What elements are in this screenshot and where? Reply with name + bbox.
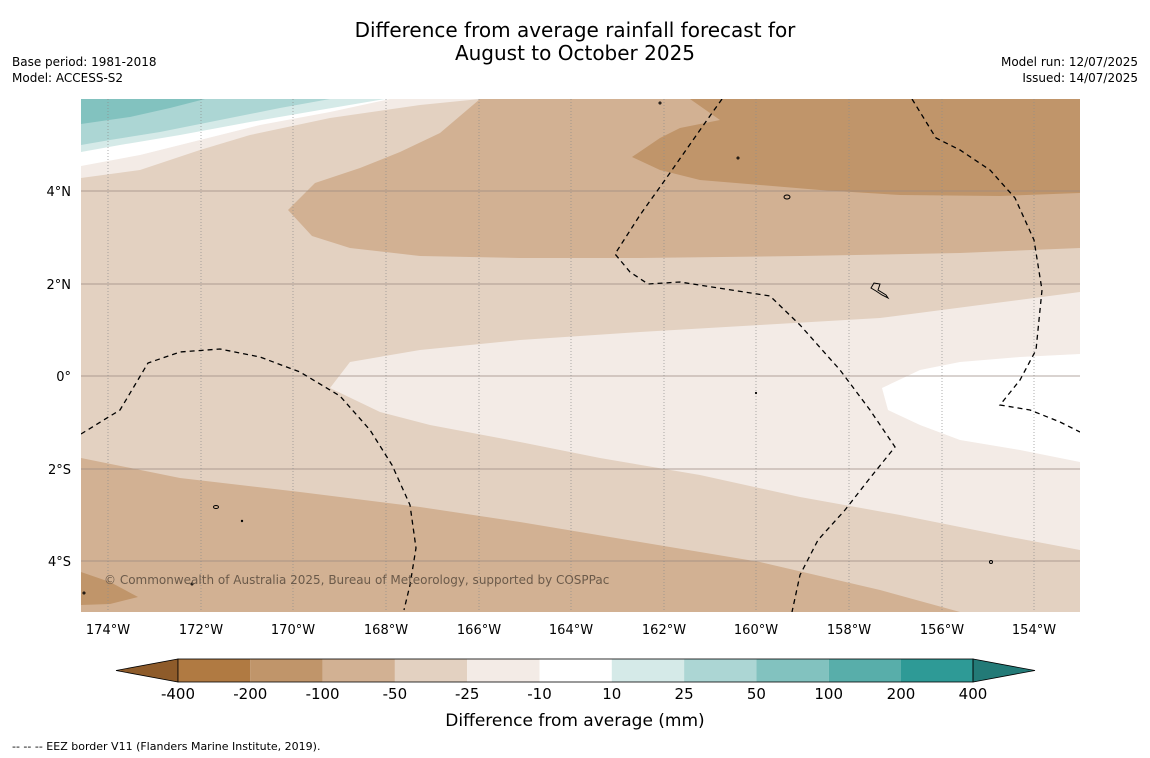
lat-label-2s: 2°S (48, 463, 71, 478)
colorbar-segment-0 (178, 659, 251, 682)
chart-title: Difference from average rainfall forecas… (0, 19, 1150, 65)
title-line-1: Difference from average rainfall forecas… (354, 18, 796, 42)
rainfall-fill-south-brown (81, 458, 960, 612)
colorbar-tick-7: 25 (675, 685, 694, 703)
lat-label-2n: 2°N (47, 278, 72, 293)
colorbar-tick-0: -400 (161, 685, 195, 703)
colorbar-tick-3: -50 (383, 685, 408, 703)
title-line-2: August to October 2025 (454, 41, 696, 65)
lon-label-172w: 172°W (179, 623, 223, 638)
rainfall-fill-southwest-dark (81, 572, 138, 605)
island-9 (82, 591, 86, 595)
eez-source-note: -- -- -- EEZ border V11 (Flanders Marine… (12, 740, 321, 753)
colorbar-segment-3 (394, 659, 468, 682)
colorbar-segment-8 (756, 659, 829, 682)
rainfall-fill-east-neutral (882, 354, 1080, 462)
colorbar-segment-6 (611, 659, 685, 682)
lon-label-156w: 156°W (920, 623, 964, 638)
islands (82, 101, 993, 595)
base-period-text: Base period: 1981-2018 (12, 55, 157, 69)
rainfall-fill-equatorial-light (330, 292, 1080, 550)
lon-label-166w: 166°W (457, 623, 501, 638)
colorbar-segment-9 (828, 659, 901, 682)
colorbar-tick-9: 100 (814, 685, 843, 703)
colorbar-tick-11: 400 (959, 685, 988, 703)
lat-label-0: 0° (56, 370, 71, 385)
island-4 (754, 391, 758, 395)
colorbar-tick-10: 200 (887, 685, 916, 703)
eez-borders (81, 99, 1080, 612)
colorbar-segment-10 (901, 659, 973, 682)
meta-right: Model run: 12/07/2025 Issued: 14/07/2025 (1001, 54, 1138, 86)
lon-label-160w: 160°W (734, 623, 778, 638)
lat-label-4n: 4°N (47, 185, 72, 200)
colorbar-under-arrow (115, 658, 179, 683)
colorbar-tick-8: 50 (747, 685, 766, 703)
lon-label-162w: 162°W (642, 623, 686, 638)
map-gridlines (81, 99, 1080, 612)
island-3 (783, 194, 791, 200)
copyright-text: © Commonwealth of Australia 2025, Bureau… (104, 573, 609, 587)
colorbar: -400 -200 -100 -50 -25 -10 10 25 50 100 … (115, 658, 1036, 731)
colorbar-label: Difference from average (mm) (445, 711, 704, 731)
colorbar-tick-4: -25 (455, 685, 480, 703)
colorbar-outline (177, 658, 974, 683)
colorbar-segment-2 (322, 659, 395, 682)
map-frame (81, 99, 1080, 612)
island-6 (240, 519, 244, 523)
lon-label-154w: 154°W (1012, 623, 1056, 638)
colorbar-tick-1: -200 (233, 685, 267, 703)
colorbar-tick-5: -10 (527, 685, 552, 703)
colorbar-segment-5 (539, 659, 612, 682)
meta-left: Base period: 1981-2018 Model: ACCESS-S2 (12, 54, 157, 86)
island-1 (658, 101, 662, 105)
lon-label-158w: 158°W (827, 623, 871, 638)
lon-label-170w: 170°W (271, 623, 315, 638)
lon-label-174w: 174°W (86, 623, 130, 638)
colorbar-segment-4 (467, 659, 540, 682)
island-8 (989, 560, 993, 564)
rainfall-fill-dry-200 (632, 99, 1080, 196)
eez-border-line-islands (614, 99, 896, 612)
eez-border-kiribati-west (81, 348, 417, 611)
lon-label-168w: 168°W (364, 623, 408, 638)
colorbar-tick-6: 10 (602, 685, 621, 703)
rainfall-fill-wet-50 (81, 99, 205, 124)
island-kiritimati (870, 282, 890, 300)
lon-label-164w: 164°W (549, 623, 593, 638)
island-5 (213, 505, 219, 509)
eez-border-east (911, 99, 1080, 433)
colorbar-over-arrow (972, 658, 1036, 683)
colorbar-tick-2: -100 (306, 685, 340, 703)
colorbar-segment-7 (684, 659, 757, 682)
issued-text: Issued: 14/07/2025 (1022, 71, 1138, 85)
island-2 (736, 156, 740, 160)
model-text: Model: ACCESS-S2 (12, 71, 124, 85)
model-run-text: Model run: 12/07/2025 (1000, 55, 1138, 69)
lat-label-4s: 4°S (48, 555, 71, 570)
island-7 (190, 582, 194, 586)
colorbar-segment-1 (250, 659, 323, 682)
